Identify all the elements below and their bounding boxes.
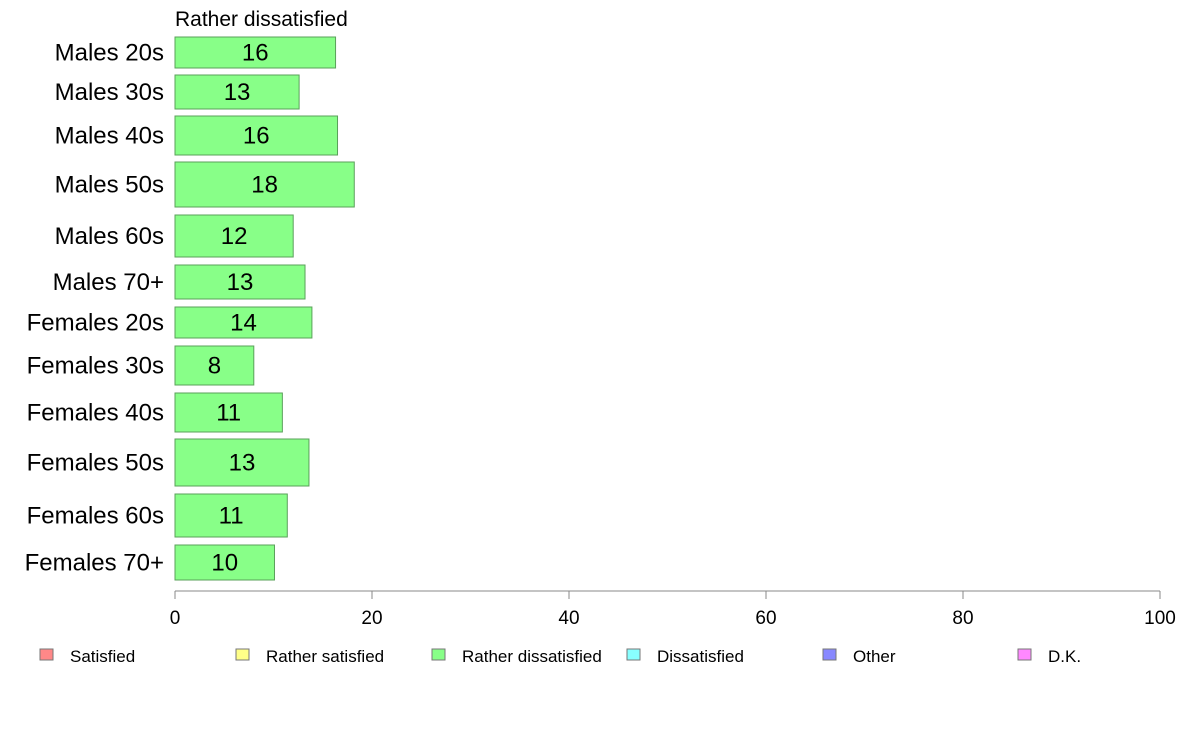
category-label: Females 20s (27, 310, 164, 337)
bar (174, 392, 283, 433)
bar-value-label: 12 (221, 223, 248, 250)
legend-label: Dissatisfied (657, 647, 744, 666)
bar (174, 544, 275, 581)
legend-label: Satisfied (70, 647, 135, 666)
bar-value-label: 11 (216, 400, 241, 427)
bar-value-label: 16 (242, 40, 269, 67)
category-label: Males 70+ (53, 269, 164, 296)
x-tick-label: 40 (558, 608, 579, 629)
bar (174, 438, 310, 487)
category-label: Males 20s (55, 40, 164, 67)
legend-swatch (822, 648, 837, 661)
category-label: Males 30s (55, 79, 164, 106)
bar (174, 493, 288, 538)
bar-value-label: 11 (219, 503, 244, 530)
category-label: Females 70+ (25, 550, 164, 577)
bar-value-label: 8 (208, 353, 221, 380)
category-label: Females 30s (27, 353, 164, 380)
category-label: Females 60s (27, 503, 164, 530)
legend-swatch (235, 648, 250, 661)
x-tick-label: 20 (361, 608, 382, 629)
legend-swatch (1017, 648, 1032, 661)
bar-value-label: 16 (243, 123, 270, 150)
bar (174, 36, 337, 69)
chart-title: Rather dissatisfied (175, 8, 348, 31)
x-tick-label: 0 (170, 608, 181, 629)
legend-swatch (431, 648, 446, 661)
bar (174, 161, 355, 208)
bar-value-label: 13 (227, 269, 254, 296)
bar (174, 264, 306, 300)
bar (174, 306, 313, 339)
bar (174, 115, 339, 156)
category-label: Males 60s (55, 223, 164, 250)
legend: Satisfied Rather satisfied Rather dissatis… (39, 647, 1081, 666)
bar (174, 74, 300, 110)
category-label: Females 50s (27, 450, 164, 477)
legend-swatch (39, 648, 54, 661)
bar-value-label: 14 (230, 310, 257, 337)
legend-label: Other (853, 647, 896, 666)
x-tick-label: 80 (952, 608, 973, 629)
legend-label: D.K. (1048, 647, 1081, 666)
category-label: Males 50s (55, 172, 164, 199)
legend-label: Rather dissatisfied (462, 647, 602, 666)
bar-value-label: 13 (224, 79, 251, 106)
legend-swatch (626, 648, 641, 661)
x-tick-label: 100 (1144, 608, 1176, 629)
x-tick-label: 60 (755, 608, 776, 629)
bar-value-label: 13 (229, 450, 256, 477)
bar (174, 345, 255, 386)
legend-label: Rather satisfied (266, 647, 384, 666)
bar (174, 214, 294, 258)
category-label: Males 40s (55, 123, 164, 150)
x-axis: 0 20 40 60 80 100 (170, 590, 1176, 629)
bars-group: 16 Males 20s 13 Males 30s 16 Males 40s 18 Males… (25, 36, 355, 581)
bar-value-label: 18 (251, 172, 278, 199)
category-label: Females 40s (27, 400, 164, 427)
bar-value-label: 10 (211, 550, 238, 577)
